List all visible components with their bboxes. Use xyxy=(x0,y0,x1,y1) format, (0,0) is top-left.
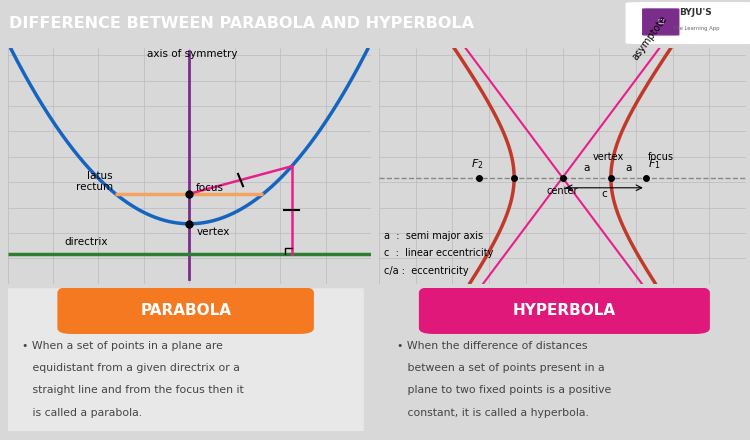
Text: PARABOLA: PARABOLA xyxy=(140,303,231,318)
Text: a: a xyxy=(584,163,590,173)
Text: between a set of points present in a: between a set of points present in a xyxy=(397,363,604,373)
Text: axis of symmetry: axis of symmetry xyxy=(147,49,238,59)
Text: constant, it is called a hyperbola.: constant, it is called a hyperbola. xyxy=(397,407,589,418)
Text: ☐: ☐ xyxy=(658,19,664,25)
Text: focus: focus xyxy=(648,152,674,162)
Text: c/a :  eccentricity: c/a : eccentricity xyxy=(383,266,468,276)
Text: straight line and from the focus then it: straight line and from the focus then it xyxy=(22,385,244,396)
Text: a: a xyxy=(625,163,632,173)
FancyBboxPatch shape xyxy=(419,287,710,334)
Text: center: center xyxy=(547,186,578,196)
FancyBboxPatch shape xyxy=(643,9,679,35)
Text: directrix: directrix xyxy=(64,238,108,247)
Text: vertex: vertex xyxy=(196,227,230,237)
Text: BYJU'S: BYJU'S xyxy=(680,8,712,18)
Text: c  :  linear eccentricity: c : linear eccentricity xyxy=(383,248,493,258)
FancyBboxPatch shape xyxy=(626,3,750,44)
Text: latus
rectum: latus rectum xyxy=(76,171,112,192)
Text: a  :  semi major axis: a : semi major axis xyxy=(383,231,483,241)
Text: • When the difference of distances: • When the difference of distances xyxy=(397,341,587,351)
Text: focus: focus xyxy=(196,183,224,194)
Text: asymptote: asymptote xyxy=(630,14,669,62)
Text: DIFFERENCE BETWEEN PARABOLA AND HYPERBOLA: DIFFERENCE BETWEEN PARABOLA AND HYPERBOL… xyxy=(9,15,474,31)
Text: HYPERBOLA: HYPERBOLA xyxy=(513,303,616,318)
FancyBboxPatch shape xyxy=(57,287,314,334)
Text: $F_2$: $F_2$ xyxy=(470,158,483,171)
Text: c: c xyxy=(602,189,607,199)
FancyBboxPatch shape xyxy=(8,288,364,431)
Text: plane to two fixed points is a positive: plane to two fixed points is a positive xyxy=(397,385,611,396)
Text: • When a set of points in a plane are: • When a set of points in a plane are xyxy=(22,341,223,351)
Text: The Learning App: The Learning App xyxy=(673,26,719,31)
Text: $F_1$: $F_1$ xyxy=(648,158,661,171)
Text: equidistant from a given directrix or a: equidistant from a given directrix or a xyxy=(22,363,240,373)
Text: vertex: vertex xyxy=(592,152,624,162)
Text: is called a parabola.: is called a parabola. xyxy=(22,407,142,418)
